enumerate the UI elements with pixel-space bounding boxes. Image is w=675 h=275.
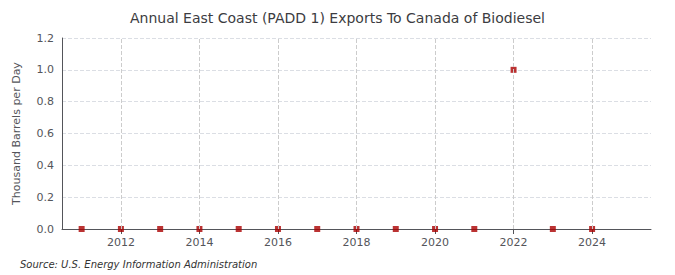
svg-text:Thousand Barrels per Day: Thousand Barrels per Day [10, 62, 23, 206]
svg-text:Source: U.S. Energy Informatio: Source: U.S. Energy Information Administ… [20, 259, 257, 270]
svg-text:Annual East Coast (PADD 1) Exp: Annual East Coast (PADD 1) Exports To Ca… [130, 10, 545, 26]
svg-text:1.2: 1.2 [37, 32, 55, 45]
svg-text:0.0: 0.0 [37, 223, 55, 236]
svg-text:0.2: 0.2 [37, 191, 55, 204]
svg-text:0.8: 0.8 [37, 95, 55, 108]
svg-text:0.4: 0.4 [37, 159, 55, 172]
svg-text:2024: 2024 [578, 236, 606, 249]
svg-text:2020: 2020 [421, 236, 449, 249]
svg-text:0.6: 0.6 [37, 127, 55, 140]
svg-text:2022: 2022 [500, 236, 528, 249]
svg-text:2016: 2016 [264, 236, 292, 249]
svg-text:2012: 2012 [107, 236, 135, 249]
svg-text:2014: 2014 [185, 236, 213, 249]
svg-text:1.0: 1.0 [37, 63, 55, 76]
svg-text:2018: 2018 [343, 236, 371, 249]
